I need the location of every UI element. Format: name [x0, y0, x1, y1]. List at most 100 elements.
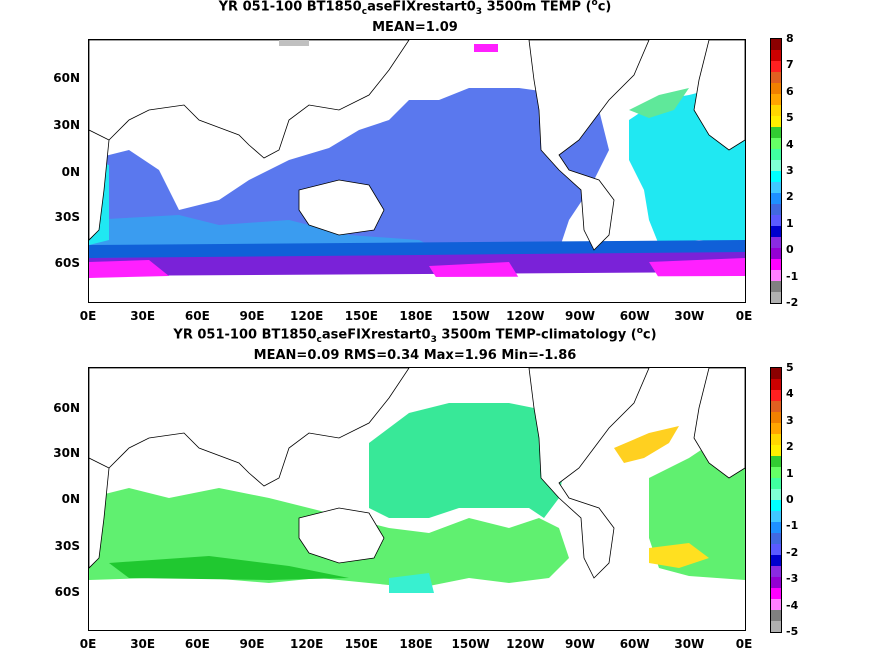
- colorbar-tick-label: 3: [786, 164, 794, 177]
- colorbar-segment: [771, 368, 781, 379]
- colorbar-tick-label: 5: [786, 111, 794, 125]
- panel1-land-americas: [528, 40, 650, 251]
- colorbar-tick-label: 5: [786, 361, 794, 374]
- panel2-land-africa-asia: [89, 368, 410, 487]
- panel1-deep-blue-fill: [89, 88, 609, 265]
- colorbar-segment: [771, 610, 781, 621]
- panel1-arctic-magenta: [474, 44, 498, 52]
- panel1-lon-label: 30W: [674, 309, 705, 323]
- panel2-lon-label: 0E: [79, 637, 97, 651]
- panel1-colorbar: [770, 38, 782, 304]
- colorbar-tick-label: -5: [786, 625, 799, 638]
- colorbar-segment: [771, 50, 781, 61]
- panel2-map-svg: [89, 368, 745, 630]
- panel2-lat-60s: 60S: [54, 585, 80, 599]
- panel2-lon-label: 0E: [735, 637, 753, 651]
- colorbar-segment: [771, 434, 781, 445]
- colorbar-tick-label: 8: [786, 32, 794, 45]
- panel1-map-svg: [89, 40, 745, 302]
- panel2-land-europe: [693, 368, 745, 479]
- panel2-green-pacific: [369, 403, 569, 518]
- colorbar-segment: [771, 467, 781, 478]
- colorbar-segment: [771, 94, 781, 105]
- colorbar-segment: [771, 379, 781, 390]
- colorbar-segment: [771, 599, 781, 610]
- colorbar-segment: [771, 182, 781, 193]
- panel1-land-europe: [693, 40, 745, 151]
- colorbar-segment: [771, 237, 781, 248]
- panel2-antarctica: [89, 604, 745, 630]
- panel1-lat-60n: 60N: [53, 71, 80, 85]
- colorbar-tick-label: -2: [786, 296, 799, 309]
- colorbar-segment: [771, 533, 781, 544]
- colorbar-segment: [771, 259, 781, 270]
- colorbar-segment: [771, 248, 781, 259]
- panel1-lon-label: 90E: [239, 309, 265, 323]
- colorbar-segment: [771, 105, 781, 116]
- colorbar-segment: [771, 555, 781, 566]
- panel1-lon-label: 60E: [184, 309, 210, 323]
- panel2-lon-label: 60E: [184, 637, 210, 651]
- panel1-stats: MEAN=1.09: [372, 20, 458, 35]
- panel2-lon-label: 30E: [130, 637, 156, 651]
- colorbar-tick-label: 0: [786, 493, 794, 506]
- colorbar-tick-label: -3: [786, 572, 799, 586]
- colorbar-tick-label: -1: [786, 519, 799, 533]
- colorbar-segment: [771, 215, 781, 226]
- colorbar-segment: [771, 445, 781, 456]
- panel2-lat-0n: 0N: [61, 492, 80, 506]
- colorbar-segment: [771, 566, 781, 577]
- panel2-land-africa: [89, 457, 110, 569]
- panel2-lon-label: 150W: [451, 637, 490, 651]
- colorbar-tick-label: 0: [786, 243, 794, 257]
- colorbar-segment: [771, 270, 781, 281]
- panel2-lon-label: 60W: [619, 637, 650, 651]
- colorbar-tick-label: 1: [786, 466, 794, 480]
- colorbar-tick-label: 7: [786, 58, 794, 72]
- panel2-lon-label: 150E: [344, 637, 378, 651]
- panel2-yellow-gulf: [614, 426, 679, 463]
- panel1-lon-label: 150W: [451, 309, 490, 323]
- colorbar-segment: [771, 138, 781, 149]
- panel2-green-line: [109, 556, 349, 580]
- panel1-lon-label: 120W: [506, 309, 545, 323]
- panel1-lon-label: 60W: [619, 309, 650, 323]
- panel1-land-africa: [89, 129, 110, 241]
- colorbar-segment: [771, 39, 781, 50]
- panel2-lat-30n: 30N: [53, 446, 80, 460]
- colorbar-segment: [771, 72, 781, 83]
- colorbar-segment: [771, 621, 781, 632]
- colorbar-segment: [771, 171, 781, 182]
- colorbar-segment: [771, 83, 781, 94]
- panel1-land-australia: [298, 179, 385, 236]
- colorbar-segment: [771, 193, 781, 204]
- colorbar-segment: [771, 401, 781, 412]
- colorbar-segment: [771, 500, 781, 511]
- panel2-land-americas: [528, 368, 650, 579]
- colorbar-tick-label: 1: [786, 216, 794, 230]
- colorbar-segment: [771, 292, 781, 303]
- panel1-map: [88, 39, 746, 303]
- panel2-lon-label: 120W: [506, 637, 545, 651]
- colorbar-tick-label: 4: [786, 387, 794, 401]
- panel1-lat-30s: 30S: [54, 210, 80, 224]
- panel1-lat-0n: 0N: [61, 165, 80, 179]
- panel2-lon-label: 30W: [674, 637, 705, 651]
- panel1-aqua-nordic: [629, 88, 689, 118]
- panel1-lon-label: 0E: [79, 309, 97, 323]
- colorbar-segment: [771, 456, 781, 467]
- panel2-lon-label: 120E: [290, 637, 324, 651]
- colorbar-segment: [771, 577, 781, 588]
- panel2-title: YR 051-100 BT1850caseFIXrestart03 3500m …: [173, 326, 657, 345]
- panel1-lon-label: 180E: [399, 309, 433, 323]
- colorbar-segment: [771, 511, 781, 522]
- colorbar-segment: [771, 204, 781, 215]
- panel2-colorbar: [770, 367, 782, 633]
- panel1-land-africa-asia: [89, 40, 410, 159]
- colorbar-segment: [771, 149, 781, 160]
- panel2-map: [88, 367, 746, 631]
- colorbar-segment: [771, 588, 781, 599]
- colorbar-segment: [771, 412, 781, 423]
- panel2-lon-label: 90E: [239, 637, 265, 651]
- panel1-lon-label: 30E: [130, 309, 156, 323]
